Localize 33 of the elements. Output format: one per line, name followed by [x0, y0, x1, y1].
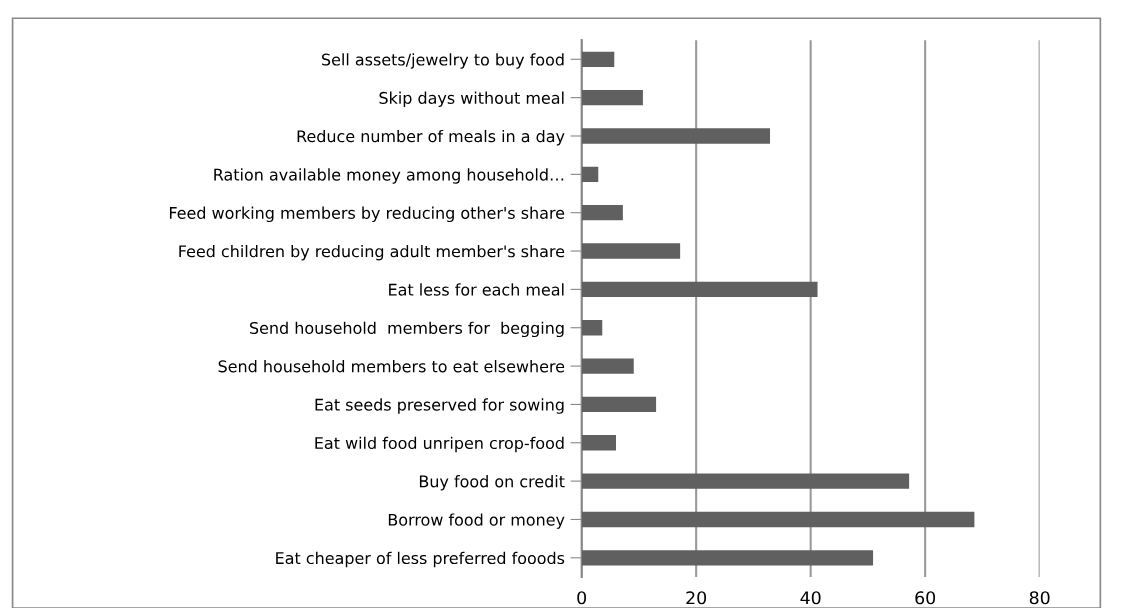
- y-tick-label: Feed children by reducing adult member's share: [179, 244, 565, 261]
- y-tick-label: Send household members to eat elsewhere: [218, 360, 565, 373]
- y-tick-label: Eat wild food unripen crop-food: [315, 436, 564, 453]
- y-tick-label: Buy food on credit: [419, 475, 565, 491]
- bar: [581, 51, 615, 67]
- y-tick-label: Eat seeds preserved for sowing: [315, 398, 564, 414]
- y-tick-label: Feed working members by reducing other's share: [169, 206, 565, 223]
- y-tick-label: Eat cheaper of less preferred fooods: [276, 551, 565, 568]
- bar: [581, 320, 603, 336]
- y-tick-label: Eat less for each meal: [389, 283, 564, 296]
- x-tick-label: 0: [577, 591, 587, 605]
- bar: [581, 281, 818, 298]
- bar: [581, 243, 681, 259]
- x-tick-label: 40: [800, 591, 821, 605]
- bar: [581, 128, 771, 144]
- y-tick-label: Send household members for begging: [250, 321, 564, 338]
- bar: [581, 89, 643, 106]
- y-tick-label: Sell assets/jewelry to buy food: [322, 53, 564, 69]
- y-tick-label: Reduce number of meals in a day: [297, 129, 565, 146]
- x-tick-label: 60: [915, 591, 936, 605]
- y-tick-label: Skip days without meal: [379, 91, 564, 108]
- y-tick-label: Borrow food or money: [388, 513, 565, 529]
- bar: [581, 396, 657, 413]
- bar: [581, 550, 874, 566]
- bar: [581, 473, 910, 489]
- bar: [581, 205, 623, 221]
- bar: [581, 358, 634, 374]
- bar: [581, 435, 617, 451]
- bar: [581, 166, 599, 183]
- y-tick-label: Ration available money among household…: [214, 168, 564, 184]
- x-tick-label: 80: [1029, 591, 1050, 605]
- bar: [581, 511, 975, 528]
- x-tick-label: 20: [686, 591, 707, 605]
